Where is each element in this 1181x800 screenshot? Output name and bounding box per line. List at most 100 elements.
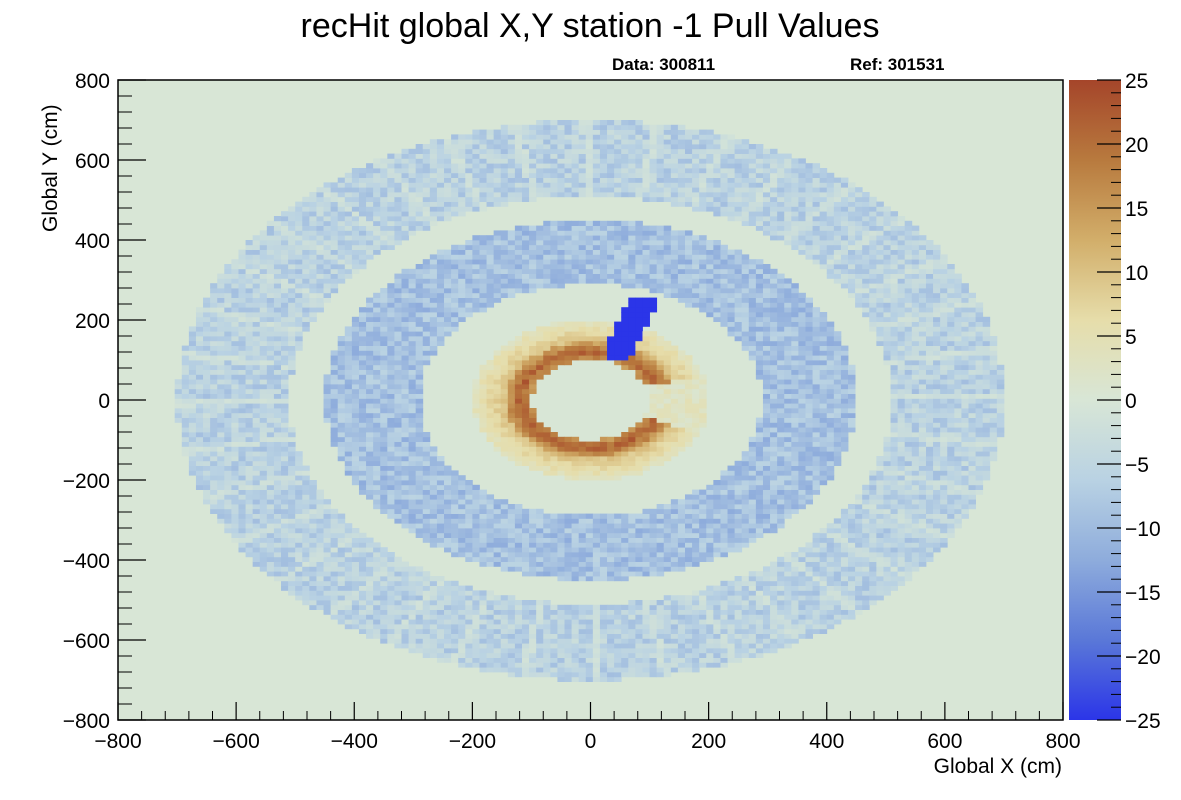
heatmap-cell	[479, 528, 487, 534]
heatmap-cell	[422, 614, 431, 620]
heatmap-cell	[614, 148, 622, 154]
heatmap-cell	[642, 532, 650, 538]
heatmap-cell	[195, 336, 204, 342]
heatmap-cell	[599, 614, 608, 620]
heatmap-cell	[344, 441, 353, 447]
heatmap-cell	[415, 460, 424, 466]
heatmap-cell	[373, 571, 381, 577]
heatmap-cell	[507, 648, 516, 654]
heatmap-cell	[621, 268, 629, 274]
heatmap-cell	[486, 408, 495, 414]
heatmap-cell	[621, 220, 629, 226]
heatmap-cell	[465, 182, 473, 188]
heatmap-cell	[529, 446, 537, 452]
heatmap-cell	[316, 264, 324, 270]
heatmap-cell	[429, 532, 438, 538]
heatmap-cell	[245, 432, 254, 438]
heatmap-cell	[585, 523, 594, 529]
heatmap-cell	[380, 182, 388, 188]
heatmap-cell	[181, 446, 190, 452]
heatmap-cell	[507, 240, 516, 246]
heatmap-cell	[507, 148, 516, 154]
heatmap-cell	[493, 441, 502, 447]
heatmap-cell	[507, 144, 516, 150]
heatmap-cell	[451, 134, 459, 140]
heatmap-cell	[493, 379, 502, 385]
heatmap-cell	[387, 369, 395, 375]
heatmap-cell	[529, 254, 537, 260]
heatmap-cell	[281, 211, 289, 217]
heatmap-cell	[217, 379, 225, 385]
heatmap-cell	[309, 225, 317, 231]
heatmap-cell	[366, 412, 374, 418]
heatmap-cell	[195, 374, 204, 380]
heatmap-cell	[465, 249, 473, 255]
heatmap-cell	[486, 494, 495, 500]
heatmap-cell	[465, 292, 473, 298]
heatmap-cell	[507, 278, 516, 284]
heatmap-cell	[521, 225, 530, 231]
heatmap-cell	[451, 254, 459, 260]
heatmap-cell	[500, 158, 509, 164]
heatmap-cell	[543, 465, 551, 471]
heatmap-cell	[536, 662, 544, 668]
heatmap-cell	[422, 470, 431, 476]
heatmap-cell	[550, 249, 558, 255]
heatmap-cell	[529, 158, 537, 164]
heatmap-cell	[295, 340, 303, 346]
heatmap-cell	[273, 412, 282, 418]
heatmap-cell	[607, 230, 615, 236]
heatmap-cell	[607, 268, 615, 274]
heatmap-cell	[585, 552, 594, 558]
heatmap-cell	[614, 446, 622, 452]
heatmap-cell	[245, 264, 254, 270]
heatmap-cell	[592, 513, 601, 519]
heatmap-cell	[316, 268, 324, 274]
heatmap-cell	[451, 326, 459, 332]
heatmap-cell	[635, 321, 643, 327]
heatmap-cell	[302, 235, 310, 241]
heatmap-cell	[507, 187, 516, 193]
heatmap-cell	[578, 528, 587, 534]
heatmap-cell	[571, 273, 580, 279]
heatmap-cell	[415, 398, 424, 404]
heatmap-cell	[366, 489, 374, 495]
heatmap-cell	[337, 268, 346, 274]
heatmap-cell	[500, 542, 509, 548]
heatmap-cell	[607, 609, 615, 615]
heatmap-cell	[536, 465, 544, 471]
heatmap-cell	[614, 124, 622, 130]
heatmap-cell	[642, 528, 650, 534]
heatmap-cell	[444, 638, 452, 644]
heatmap-cell	[259, 244, 268, 250]
heatmap-cell	[245, 552, 254, 558]
heatmap-cell	[366, 470, 374, 476]
heatmap-cell	[422, 518, 431, 524]
heatmap-cell	[224, 369, 232, 375]
heatmap-cell	[585, 571, 594, 577]
heatmap-cell	[614, 638, 622, 644]
heatmap-cell	[366, 590, 374, 596]
heatmap-cell	[607, 144, 615, 150]
heatmap-cell	[323, 590, 332, 596]
heatmap-cell	[543, 336, 551, 342]
heatmap-cell	[288, 369, 296, 375]
heatmap-cell	[295, 278, 303, 284]
heatmap-cell	[621, 307, 629, 313]
heatmap-cell	[458, 475, 466, 481]
heatmap-cell	[656, 619, 665, 625]
heatmap-cell	[380, 384, 388, 390]
heatmap-cell	[266, 278, 275, 284]
heatmap-cell	[564, 172, 572, 178]
heatmap-cell	[273, 465, 282, 471]
heatmap-cell	[529, 566, 537, 572]
heatmap-cell	[281, 249, 289, 255]
heatmap-cell	[188, 470, 197, 476]
heatmap-cell	[493, 264, 502, 270]
heatmap-cell	[444, 182, 452, 188]
heatmap-cell	[380, 436, 388, 442]
heatmap-cell	[458, 547, 466, 553]
heatmap-cell	[514, 604, 523, 610]
heatmap-cell	[458, 273, 466, 279]
heatmap-cell	[521, 139, 530, 145]
